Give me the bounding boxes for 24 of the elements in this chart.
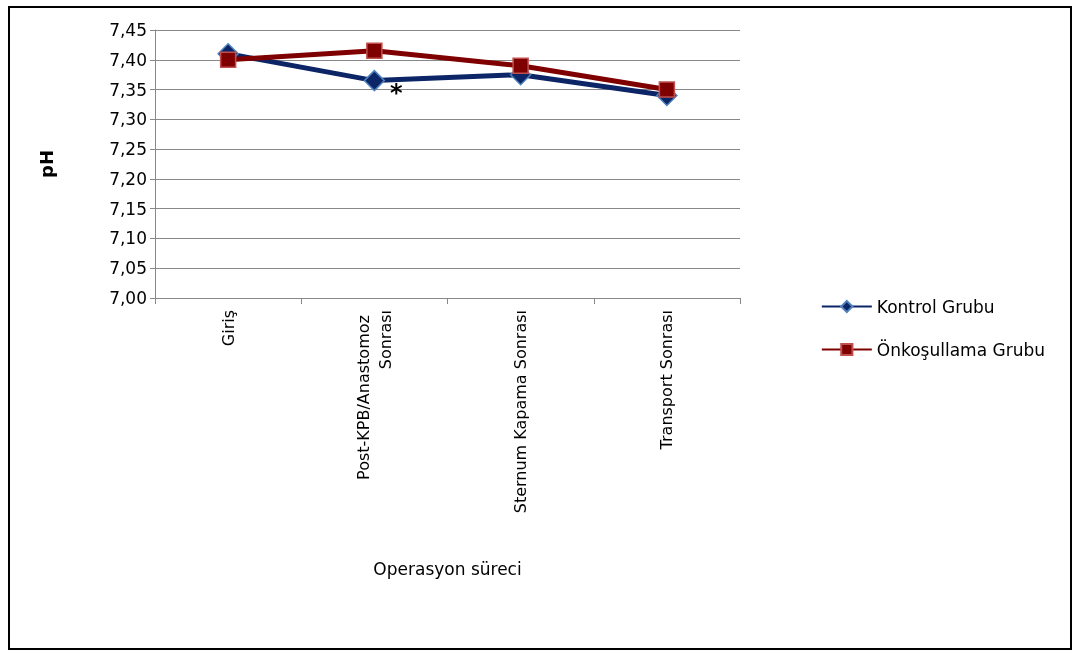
point	[363, 69, 386, 92]
y-tick-label: 7,35	[109, 79, 147, 100]
y-tick-label: 7,10	[109, 228, 147, 249]
y-tick-label: 7,40	[109, 49, 147, 70]
point	[219, 51, 237, 69]
y-axis-title: pH	[35, 150, 57, 178]
x-tick-label: Post-KPB/Anastomoz Sonrası	[353, 310, 395, 480]
x-axis-title: Operasyon süreci	[373, 558, 522, 579]
y-tick-label: 7,30	[109, 109, 147, 130]
y-tick-label: 7,20	[109, 168, 147, 189]
y-tick-label: 7,05	[109, 258, 147, 279]
point	[366, 42, 383, 60]
y-tick-label: 7,15	[109, 198, 147, 219]
y-tick-label: 7,25	[109, 139, 147, 160]
point	[658, 81, 676, 98]
legend-label: Kontrol Grubu	[876, 296, 995, 317]
x-tick-label: Giriş	[218, 310, 238, 347]
y-tick-label: 7,45	[109, 20, 147, 40]
x-tick-label: Transport Sonrası	[657, 310, 677, 451]
point	[512, 57, 529, 74]
legend-label: Önkoşullama Grubu	[876, 338, 1046, 360]
annotation: *	[390, 78, 404, 107]
x-tick-label: Sternum Kapama Sonrası	[511, 310, 531, 514]
y-tick-label: 7,00	[109, 288, 147, 308]
